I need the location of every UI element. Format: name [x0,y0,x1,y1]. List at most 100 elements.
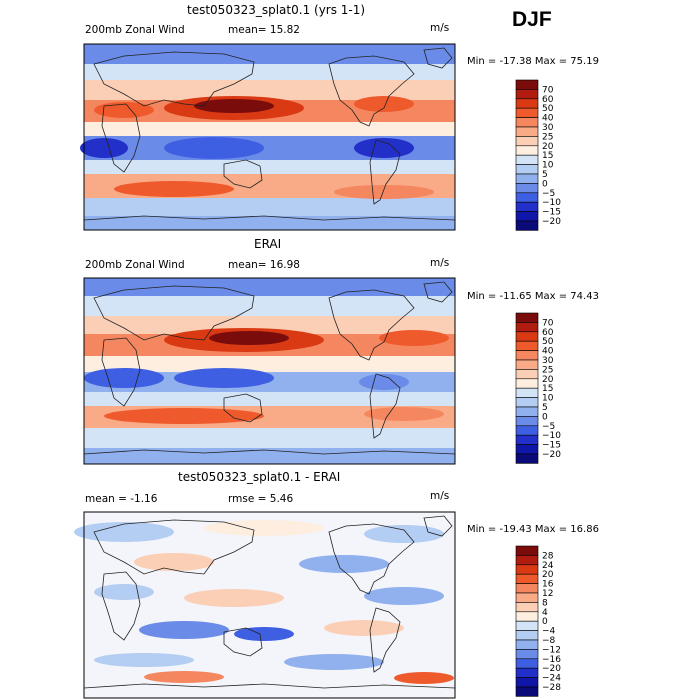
panel-1-map [80,43,456,231]
colorbar-label: 60 [542,328,554,338]
colorbar-label: −20 [542,450,561,460]
colorbar-swatch [515,136,539,147]
colorbar-label: 50 [542,337,554,347]
colorbar-label: 50 [542,104,554,114]
panel-2-title: ERAI [254,237,282,251]
colorbar-swatch [515,564,539,575]
colorbar-swatch [515,79,539,90]
colorbar-label: 28 [542,551,554,561]
colorbar-label: −5 [542,189,555,199]
panel-3-units: m/s [430,490,450,502]
colorbar-label: 4 [542,608,548,618]
colorbar-swatch [515,686,539,697]
colorbar-swatch [515,378,539,389]
panel-1-title: test050323_splat0.1 (yrs 1-1) [187,3,366,17]
panel-2-left-label: 200mb Zonal Wind [85,259,185,271]
map-frame [83,43,456,231]
panel-1-left-label: 200mb Zonal Wind [85,24,185,36]
colorbar-label: −20 [542,664,561,674]
colorbar-swatch [515,573,539,584]
colorbar-label: 10 [542,394,554,404]
colorbar-swatch [515,583,539,594]
colorbar-label: −15 [542,208,561,218]
colorbar-swatch [515,117,539,128]
colorbar-label: 15 [542,151,553,161]
colorbar-label: −12 [542,645,561,655]
colorbar-swatch [515,555,539,566]
colorbar-swatch [515,192,539,203]
colorbar-swatch [515,602,539,613]
colorbar-swatch [515,201,539,212]
colorbar-swatch [515,126,539,137]
colorbar-label: 30 [542,356,554,366]
panel-1-stat-label: mean= 15.82 [228,24,300,36]
colorbar-label: 10 [542,161,554,171]
colorbar-swatch [515,434,539,445]
panel-2-stat-label: mean= 16.98 [228,259,300,271]
colorbar-label: 5 [542,403,548,413]
colorbar-swatch [515,611,539,622]
colorbar-label: −24 [542,674,561,684]
colorbar-label: 40 [542,114,554,124]
colorbar-label: 16 [542,580,554,590]
colorbar-swatch [515,658,539,669]
colorbar-swatch [515,220,539,231]
panel-3-minmax: Min = -19.43 Max = 16.86 [467,524,599,535]
panel-2-map [83,277,456,465]
colorbar-label: −5 [542,422,555,432]
colorbar-swatch [515,322,539,333]
colorbar-label: 0 [542,412,548,422]
colorbar-label: 25 [542,365,553,375]
colorbar-label: −28 [542,683,561,693]
colorbar-swatch [515,211,539,222]
colorbar-label: 12 [542,589,553,599]
colorbar-label: −15 [542,441,561,451]
panel-3-stat-label: rmse = 5.46 [228,493,294,505]
panel-3-map [74,511,456,699]
colorbar-label: 15 [542,384,553,394]
colorbar-swatch [515,545,539,556]
colorbar-swatch [515,425,539,436]
colorbar-swatch [515,453,539,464]
colorbar-label: −10 [542,431,561,441]
colorbar-swatch [515,359,539,370]
colorbar-label: 20 [542,570,554,580]
colorbar-label: −20 [542,217,561,227]
colorbar-swatch [515,444,539,455]
colorbar-swatch [515,183,539,194]
panel-3-left-label: mean = -1.16 [85,493,158,505]
colorbar-label: −8 [542,636,556,646]
colorbar-swatch [515,164,539,175]
coastline-outline [83,47,456,221]
colorbar-swatch [515,331,539,342]
colorbar-label: −10 [542,198,561,208]
colorbar-swatch [515,387,539,398]
colorbar-swatch [515,649,539,660]
panel-1-minmax: Min = -17.38 Max = 75.19 [467,56,599,67]
colorbar-label: 8 [542,598,548,608]
map-frame [83,511,456,699]
colorbar-label: −4 [542,627,556,637]
panel-3-title: test050323_splat0.1 - ERAI [178,470,341,484]
colorbar-swatch [515,416,539,427]
panel-2-units: m/s [430,257,450,269]
colorbar-swatch [515,667,539,678]
colorbar-label: 20 [542,142,554,152]
colorbar-label: −16 [542,655,561,665]
colorbar-label: 24 [542,561,554,571]
colorbar-swatch [515,677,539,688]
colorbar-label: 25 [542,132,553,142]
colorbar-swatch [515,173,539,184]
colorbar-label: 70 [542,318,554,328]
colorbar-swatch [515,406,539,417]
colorbar-swatch [515,89,539,100]
colorbar-swatch [515,145,539,156]
colorbar-swatch [515,107,539,118]
colorbar-label: 0 [542,617,548,627]
colorbar-swatch [515,630,539,641]
colorbar-label: 60 [542,95,554,105]
colorbar-swatch [515,350,539,361]
